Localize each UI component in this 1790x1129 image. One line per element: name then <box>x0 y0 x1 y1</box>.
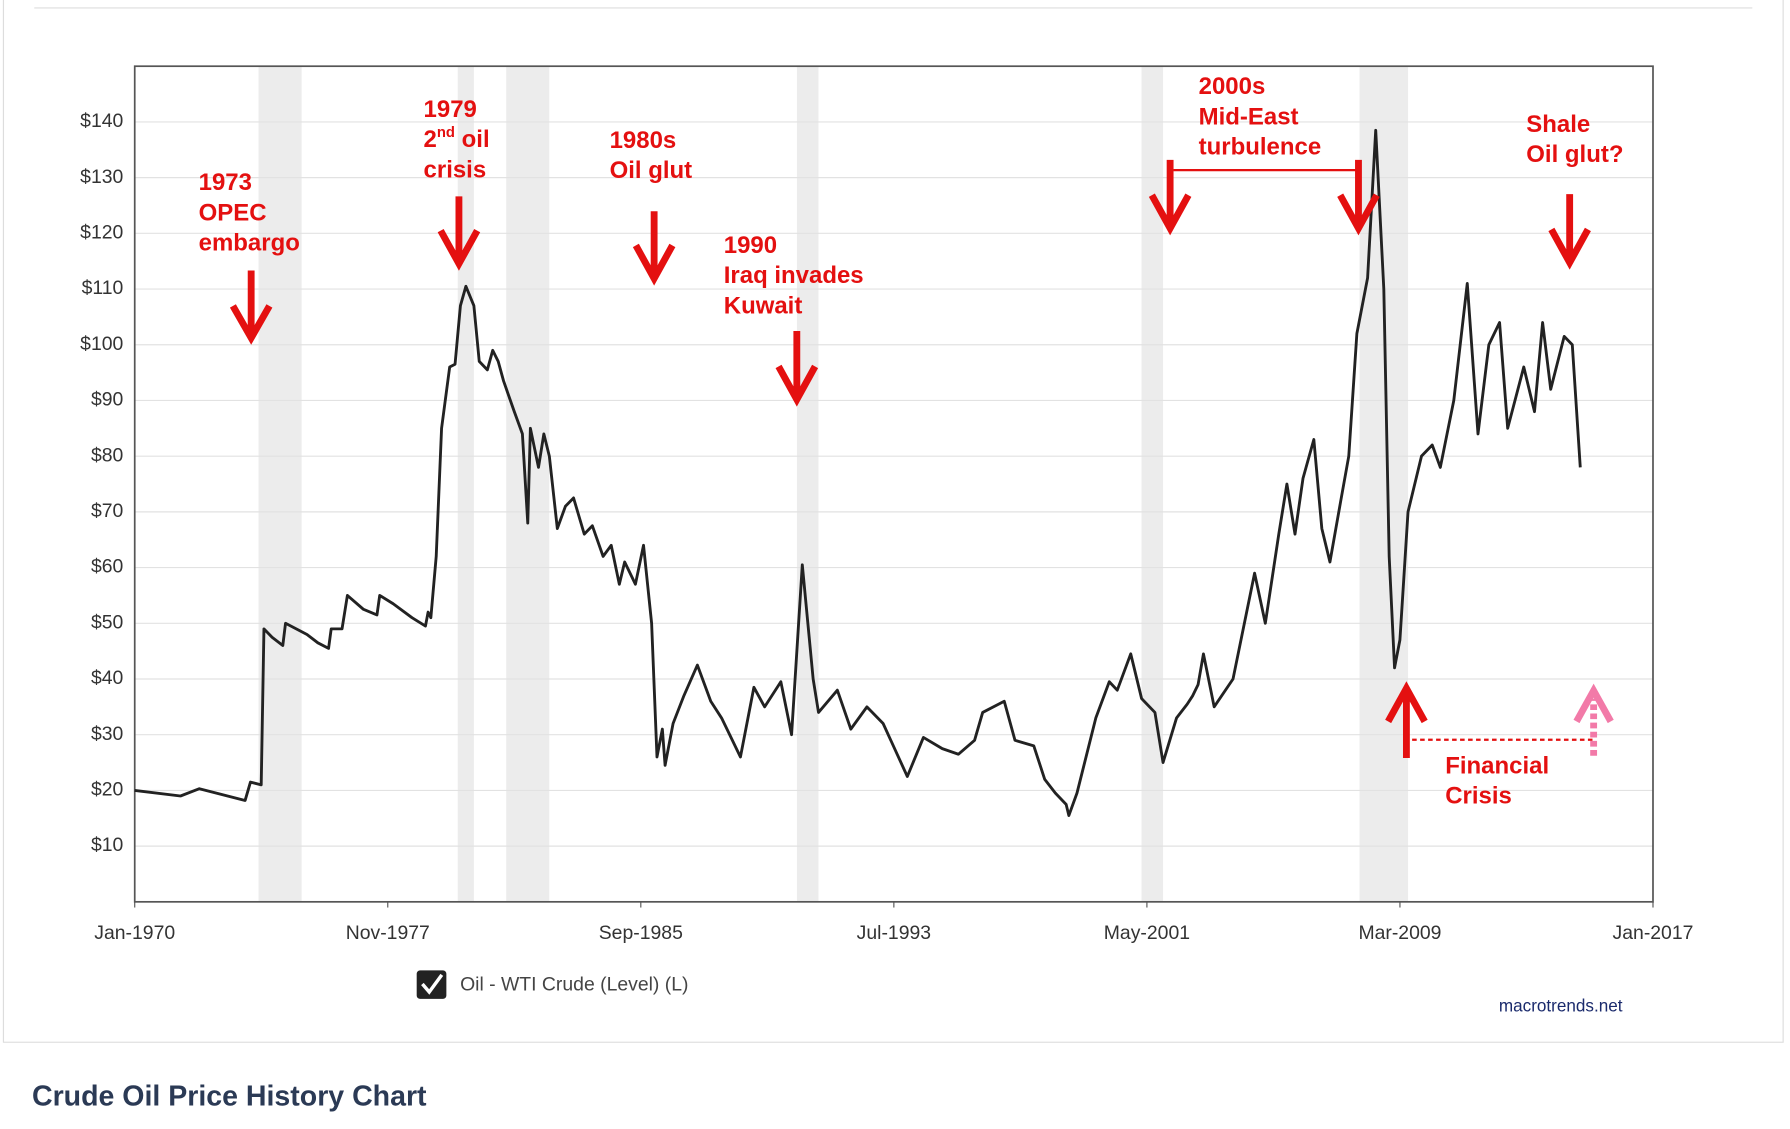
pink-arrow-head <box>1573 683 1614 724</box>
arrow <box>229 270 273 345</box>
legend-checkbox[interactable] <box>416 970 447 999</box>
annotation: 2000s Mid-East turbulence <box>1199 73 1322 161</box>
annotation-line: Oil glut <box>610 157 693 184</box>
x-tick-label: May-2001 <box>1104 922 1190 944</box>
arrow <box>1148 159 1192 236</box>
y-tick-label: $40 <box>91 667 124 689</box>
y-tick-label: $120 <box>80 221 123 243</box>
x-tick-label: Sep-1985 <box>599 922 683 944</box>
annotation-line: crisis <box>424 157 487 184</box>
annotation-line: embargo <box>199 230 300 257</box>
arrow <box>437 196 481 271</box>
arrow <box>632 211 676 286</box>
price-line <box>134 128 1582 817</box>
y-tick-label: $50 <box>91 611 124 633</box>
annotation: 1990 Iraq invades Kuwait <box>724 232 864 320</box>
source: macrotrends.net <box>1499 996 1623 1015</box>
page-heading: Crude Oil Price History Chart <box>32 1081 427 1113</box>
annotation-line: 1979 <box>424 96 477 123</box>
check-mark <box>421 973 444 995</box>
annotation: Financial Crisis <box>1445 752 1549 809</box>
plot-frame <box>133 65 1654 903</box>
x-tick-label: Jan-1970 <box>94 922 175 944</box>
recession-band <box>1359 66 1409 902</box>
annotation-line: Oil glut? <box>1526 141 1623 168</box>
annotation-line: turbulence <box>1199 134 1322 161</box>
annotation-line: 1990 <box>724 232 777 259</box>
annotation-line: OPEC <box>199 199 267 226</box>
y-tick-label: $80 <box>91 444 124 466</box>
annotation-line: 1973 <box>199 169 252 196</box>
arrow <box>1548 194 1591 270</box>
y-tick-label: $110 <box>82 277 124 299</box>
legend-label[interactable]: Oil - WTI Crude (Level) (L) <box>460 973 688 995</box>
annotation-line: Kuwait <box>724 292 803 319</box>
annotation-line: 2000s <box>1199 73 1266 100</box>
annotation-text: nd <box>437 125 455 141</box>
y-tick-label: $10 <box>91 834 124 856</box>
x-tick-label: Nov-1977 <box>346 922 430 944</box>
y-tick-label: $130 <box>80 166 123 188</box>
arrow <box>1385 681 1428 758</box>
annotation-line: Shale <box>1526 111 1590 138</box>
recession-band <box>258 66 302 902</box>
y-tick-label: $30 <box>91 723 124 745</box>
annotation-line: 1980s <box>610 127 677 154</box>
annotation-text: 2 <box>424 126 437 153</box>
annotation-arrows <box>229 159 1614 758</box>
annotation: 1973 OPEC embargo <box>199 169 300 257</box>
annotation-line: 2nd oil <box>424 125 490 153</box>
annotation-line: Financial <box>1445 752 1549 779</box>
y-tick-label: $90 <box>91 389 124 411</box>
y-tick-label: $140 <box>80 110 123 132</box>
annotation-line: Mid-East <box>1199 103 1299 130</box>
y-tick-label: $100 <box>80 333 123 355</box>
annotation: 1980s Oil glut <box>610 127 693 184</box>
recession-band <box>1141 66 1164 902</box>
y-tick-label: $20 <box>91 779 124 801</box>
y-tick-label: $70 <box>91 500 124 522</box>
x-tick-label: Mar-2009 <box>1358 922 1441 944</box>
annotation-line: Crisis <box>1445 783 1512 810</box>
recession-band <box>796 66 819 902</box>
annotation-line: Iraq invades <box>724 262 864 289</box>
annotation-text: oil <box>455 126 490 153</box>
arrow <box>775 331 819 407</box>
y-tick-label: $60 <box>91 556 124 578</box>
x-tick-label: Jul-1993 <box>857 922 931 944</box>
x-tick-label: Jan-2017 <box>1613 922 1694 944</box>
recession-band <box>457 66 474 902</box>
annotation: Shale Oil glut? <box>1526 111 1623 168</box>
